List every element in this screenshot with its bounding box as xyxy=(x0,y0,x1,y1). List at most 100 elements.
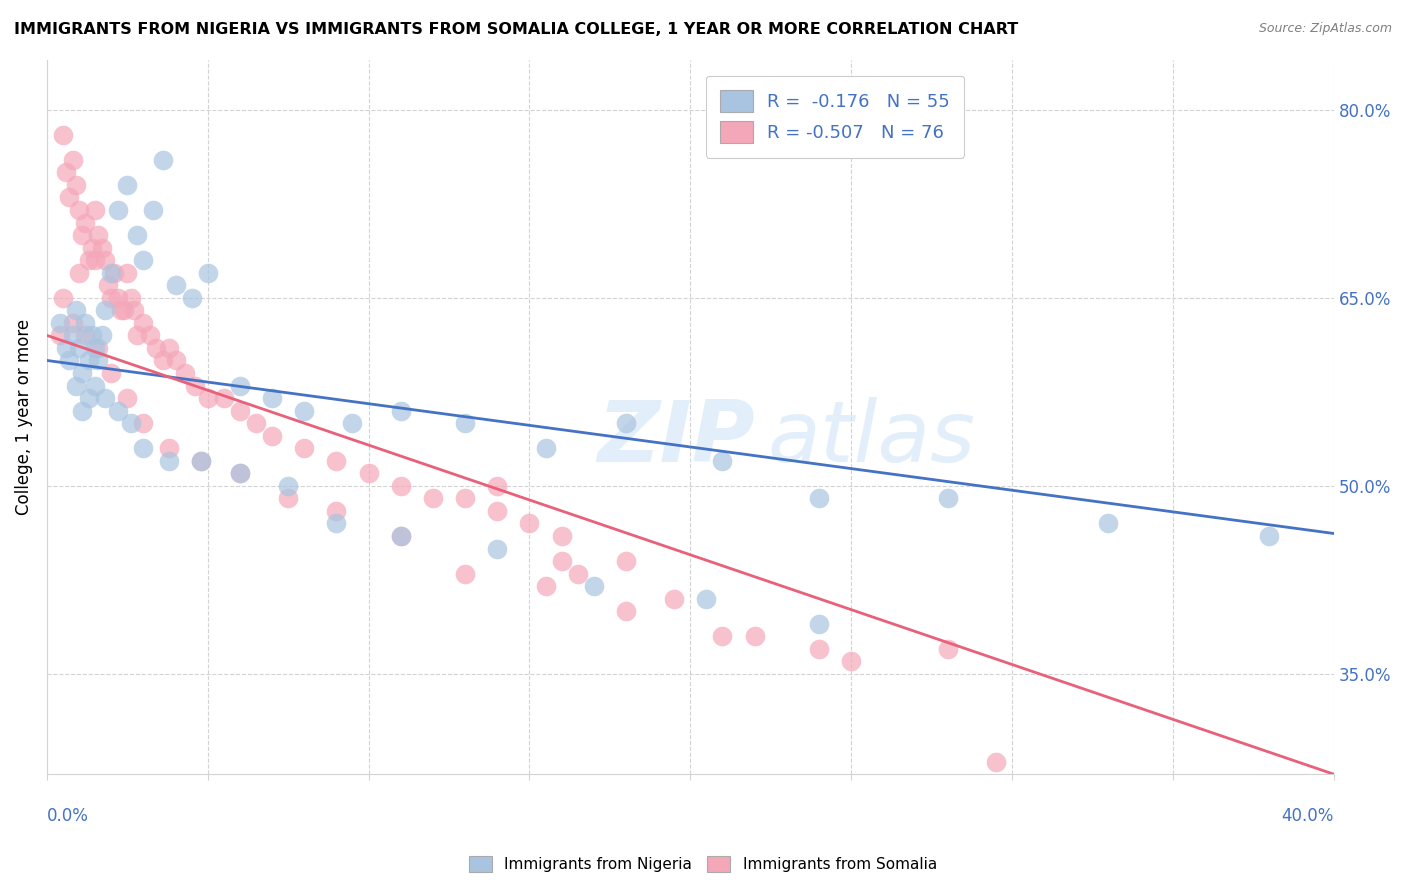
Point xyxy=(262,428,284,442)
Point xyxy=(75,328,97,343)
Point xyxy=(145,341,167,355)
Point xyxy=(325,454,347,468)
Point xyxy=(190,454,212,468)
Point xyxy=(67,202,90,217)
Text: 0.0%: 0.0% xyxy=(46,806,89,825)
Text: ZIP: ZIP xyxy=(598,397,755,480)
Point xyxy=(357,467,380,481)
Point xyxy=(65,178,87,192)
Point xyxy=(100,266,122,280)
Point xyxy=(107,291,129,305)
Point xyxy=(550,554,572,568)
Point xyxy=(72,403,94,417)
Point xyxy=(87,353,110,368)
Point xyxy=(94,391,117,405)
Point xyxy=(77,353,100,368)
Point xyxy=(67,266,90,280)
Point xyxy=(125,328,148,343)
Legend: Immigrants from Nigeria, Immigrants from Somalia: Immigrants from Nigeria, Immigrants from… xyxy=(461,848,945,880)
Point xyxy=(486,541,509,556)
Legend: R =  -0.176   N = 55, R = -0.507   N = 76: R = -0.176 N = 55, R = -0.507 N = 76 xyxy=(706,76,965,158)
Point xyxy=(139,328,162,343)
Point xyxy=(454,416,477,430)
Point xyxy=(229,467,252,481)
Point xyxy=(711,629,734,643)
Point xyxy=(519,516,541,531)
Point xyxy=(614,416,637,430)
Point xyxy=(77,391,100,405)
Point xyxy=(984,755,1007,769)
Point xyxy=(77,253,100,268)
Point xyxy=(90,241,112,255)
Point xyxy=(132,441,155,455)
Point xyxy=(87,341,110,355)
Point xyxy=(614,554,637,568)
Text: Source: ZipAtlas.com: Source: ZipAtlas.com xyxy=(1258,22,1392,36)
Point xyxy=(389,529,412,543)
Point xyxy=(695,591,717,606)
Point xyxy=(117,178,139,192)
Point xyxy=(52,128,75,142)
Point xyxy=(84,378,107,392)
Point xyxy=(107,202,129,217)
Point xyxy=(277,491,299,506)
Point xyxy=(55,341,77,355)
Point xyxy=(152,153,174,167)
Point xyxy=(197,391,219,405)
Point xyxy=(614,604,637,618)
Point xyxy=(110,303,132,318)
Point xyxy=(157,441,180,455)
Point xyxy=(229,467,252,481)
Point xyxy=(132,416,155,430)
Point xyxy=(807,616,830,631)
Point xyxy=(62,316,84,330)
Point xyxy=(422,491,444,506)
Point xyxy=(100,366,122,380)
Point xyxy=(936,641,959,656)
Point xyxy=(87,228,110,243)
Point xyxy=(389,529,412,543)
Point xyxy=(132,253,155,268)
Point xyxy=(711,454,734,468)
Point xyxy=(49,328,72,343)
Point xyxy=(100,291,122,305)
Point xyxy=(117,391,139,405)
Point xyxy=(84,202,107,217)
Point xyxy=(212,391,235,405)
Point xyxy=(534,441,557,455)
Text: 40.0%: 40.0% xyxy=(1281,806,1334,825)
Point xyxy=(125,228,148,243)
Point xyxy=(262,391,284,405)
Point xyxy=(454,491,477,506)
Point xyxy=(180,291,202,305)
Point xyxy=(157,341,180,355)
Point xyxy=(55,165,77,179)
Point xyxy=(342,416,364,430)
Point xyxy=(190,454,212,468)
Text: IMMIGRANTS FROM NIGERIA VS IMMIGRANTS FROM SOMALIA COLLEGE, 1 YEAR OR MORE CORRE: IMMIGRANTS FROM NIGERIA VS IMMIGRANTS FR… xyxy=(14,22,1018,37)
Point xyxy=(75,216,97,230)
Point xyxy=(229,378,252,392)
Point xyxy=(80,328,103,343)
Point xyxy=(65,303,87,318)
Point xyxy=(94,303,117,318)
Point xyxy=(229,403,252,417)
Point xyxy=(142,202,165,217)
Point xyxy=(165,353,187,368)
Point xyxy=(567,566,589,581)
Point xyxy=(94,253,117,268)
Point xyxy=(292,403,315,417)
Point xyxy=(80,241,103,255)
Point xyxy=(120,416,142,430)
Point xyxy=(65,378,87,392)
Point xyxy=(58,353,80,368)
Point xyxy=(325,504,347,518)
Point xyxy=(664,591,686,606)
Point xyxy=(389,403,412,417)
Point xyxy=(117,266,139,280)
Point xyxy=(486,479,509,493)
Point xyxy=(174,366,197,380)
Point xyxy=(165,278,187,293)
Point xyxy=(292,441,315,455)
Point xyxy=(122,303,145,318)
